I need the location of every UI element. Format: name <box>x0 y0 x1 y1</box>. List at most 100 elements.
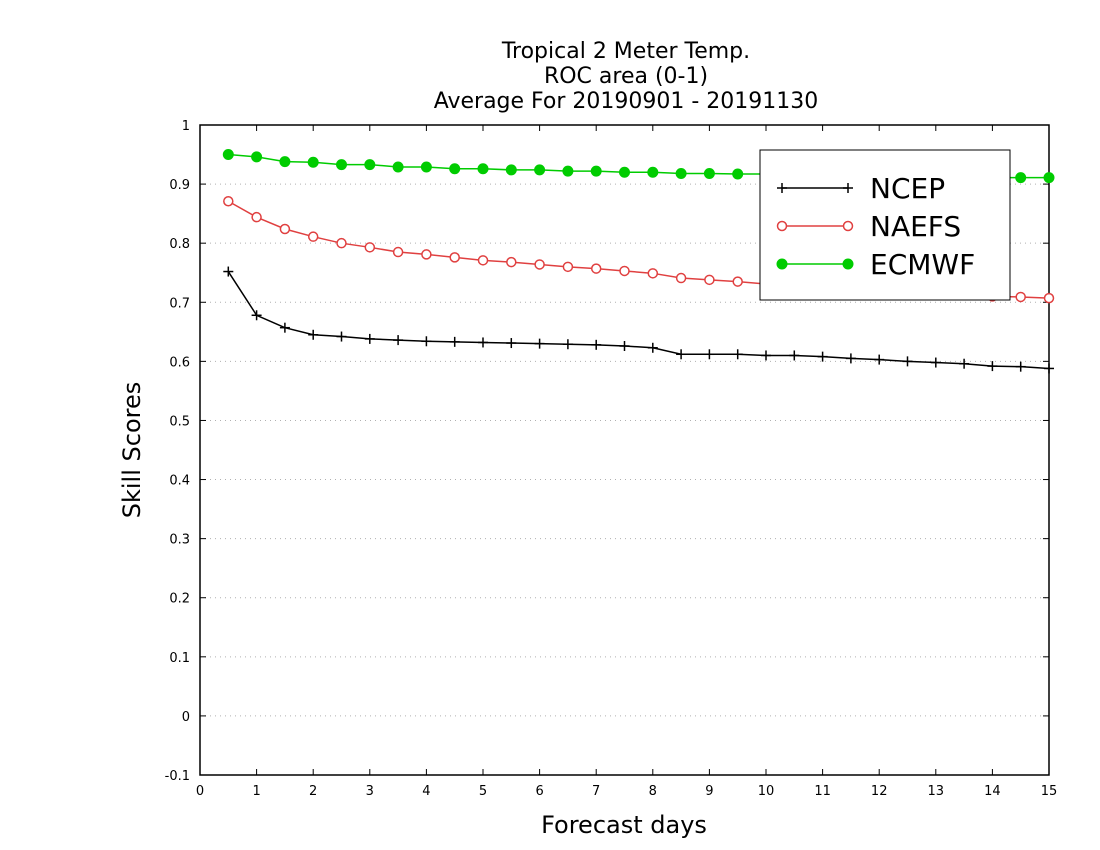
chart-title-line-3: Average For 20190901 - 20191130 <box>434 89 819 114</box>
legend-marker-ncep <box>777 183 787 193</box>
data-point-ncep <box>845 353 856 364</box>
data-point-ncep <box>874 354 885 365</box>
legend-marker-naefs <box>842 220 854 232</box>
data-point-naefs <box>477 255 489 266</box>
data-point-naefs <box>449 252 460 263</box>
data-point-ncep <box>789 350 800 361</box>
data-point-ncep <box>534 338 545 349</box>
y-tick-label: 0.6 <box>169 355 190 370</box>
data-point-ncep <box>732 349 743 360</box>
data-point-ncep <box>817 351 828 362</box>
y-tick-label: 1 <box>182 119 190 134</box>
data-point-naefs <box>732 276 743 287</box>
data-point-ncep <box>478 337 488 348</box>
data-point-ecmwf <box>279 156 291 168</box>
series-ncep <box>223 266 1054 374</box>
data-point-ncep <box>449 336 460 347</box>
data-point-ncep <box>251 310 262 321</box>
data-point-ncep <box>902 356 913 367</box>
data-point-ecmwf <box>675 167 687 179</box>
chart-title-line-2: ROC area (0-1) <box>544 64 708 89</box>
legend-marker-naefs <box>776 220 788 232</box>
data-point-ncep <box>506 338 517 349</box>
data-point-ncep <box>704 349 715 360</box>
legend: NCEP NAEFS ECMWF <box>759 149 1011 301</box>
x-axis-title: Forecast days <box>541 811 707 839</box>
legend-item-ncep: NCEP <box>777 172 945 205</box>
y-tick-label: 0.8 <box>169 237 190 252</box>
data-point-naefs <box>534 259 545 270</box>
legend-marker-ncep <box>843 183 853 193</box>
data-point-naefs <box>562 261 574 273</box>
data-point-ncep <box>393 335 404 346</box>
data-point-ncep <box>1015 361 1026 372</box>
data-point-naefs <box>279 223 291 235</box>
data-point-ncep <box>987 361 998 372</box>
data-point-ncep <box>619 341 630 351</box>
legend-item-naefs: NAEFS <box>776 210 961 243</box>
x-tick-label: 2 <box>309 784 317 799</box>
legend-label-ecmwf: ECMWF <box>870 248 975 281</box>
data-point-ecmwf <box>562 165 574 177</box>
data-point-naefs <box>675 272 687 284</box>
data-point-ecmwf <box>534 164 546 176</box>
y-axis-title: Skill Scores <box>118 382 146 519</box>
data-point-naefs <box>506 256 517 268</box>
y-tick-label: 0.3 <box>169 533 190 548</box>
data-point-ncep <box>1044 363 1054 374</box>
x-tick-label: 5 <box>479 784 487 799</box>
x-tick-label: 7 <box>592 784 600 799</box>
data-point-naefs <box>392 246 404 258</box>
legend-marker-ecmwf <box>842 258 854 270</box>
data-point-naefs <box>1043 292 1055 304</box>
data-point-naefs <box>421 249 432 260</box>
data-point-ncep <box>647 342 658 353</box>
data-point-ncep <box>959 358 970 369</box>
data-point-ecmwf <box>364 159 376 171</box>
data-point-ecmwf <box>392 161 404 173</box>
x-axis-ticks: 0 1 2 3 4 5 6 7 8 9 10 11 12 13 14 15 <box>196 125 1057 799</box>
y-tick-label: 0.4 <box>169 474 190 489</box>
data-point-ecmwf <box>222 149 234 161</box>
data-point-ecmwf <box>449 163 461 175</box>
x-tick-label: 1 <box>252 784 260 799</box>
data-point-naefs <box>1015 291 1026 303</box>
legend-box <box>759 149 1011 301</box>
data-point-ecmwf <box>703 167 715 179</box>
legend-marker-ecmwf <box>776 258 788 270</box>
data-point-naefs <box>647 268 659 279</box>
data-point-naefs <box>619 265 630 277</box>
data-point-ncep <box>421 336 432 347</box>
data-point-ecmwf <box>251 151 263 163</box>
data-point-ncep <box>223 266 234 277</box>
x-tick-label: 6 <box>535 784 543 799</box>
data-point-naefs <box>223 195 234 207</box>
data-point-ecmwf <box>420 161 432 173</box>
data-point-ecmwf <box>1015 172 1027 184</box>
data-point-naefs <box>336 237 347 249</box>
data-point-naefs <box>307 231 319 242</box>
x-tick-label: 14 <box>984 784 1001 799</box>
y-tick-label: 0.1 <box>169 651 190 666</box>
y-tick-label: 0 <box>182 710 190 725</box>
legend-label-ncep: NCEP <box>870 172 945 205</box>
legend-item-ecmwf: ECMWF <box>776 248 975 281</box>
x-tick-label: 13 <box>928 784 945 799</box>
x-tick-label: 9 <box>705 784 713 799</box>
data-point-ecmwf <box>477 163 489 175</box>
data-point-ecmwf <box>336 159 347 171</box>
data-point-naefs <box>590 263 602 274</box>
plot-area <box>199 124 1050 776</box>
data-point-naefs <box>251 211 262 223</box>
x-tick-label: 0 <box>196 784 204 799</box>
data-point-naefs <box>704 274 715 286</box>
y-tick-label: -0.1 <box>165 769 190 784</box>
data-point-ecmwf <box>1043 172 1055 184</box>
plot-frame <box>199 124 1050 776</box>
data-point-ncep <box>279 322 290 333</box>
x-tick-label: 11 <box>814 784 831 799</box>
y-tick-label: 0.7 <box>169 296 190 311</box>
data-point-ecmwf <box>732 168 744 180</box>
legend-label-naefs: NAEFS <box>870 210 961 243</box>
